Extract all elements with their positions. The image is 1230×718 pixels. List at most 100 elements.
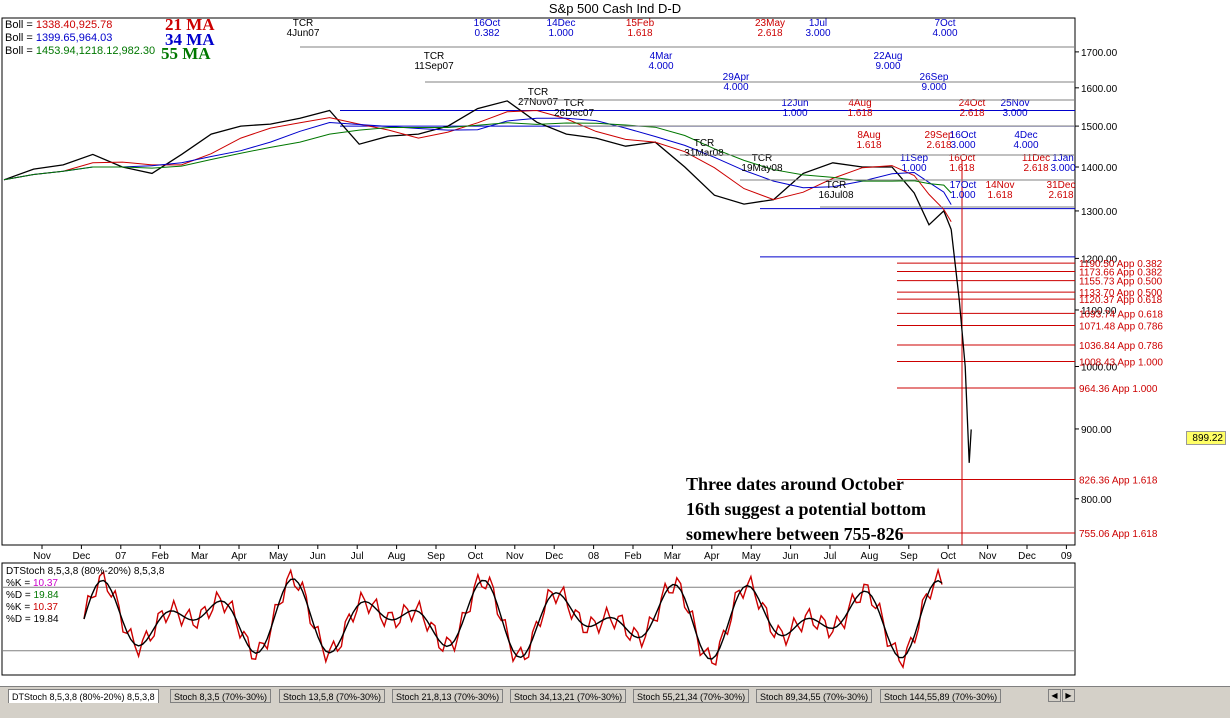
cycle-date-label: TCR bbox=[528, 87, 549, 98]
cycle-date-label: 23May bbox=[755, 18, 785, 29]
cycle-date-label: 31Dec bbox=[1047, 180, 1076, 191]
x-tick-label: Jun bbox=[783, 551, 799, 562]
cycle-date-label: 16Oct bbox=[949, 153, 976, 164]
y-tick-label: 1300.00 bbox=[1081, 207, 1118, 218]
level-label: 1008.43 App 1.000 bbox=[1079, 358, 1163, 369]
boll-legend-row-34: Boll = 1399.65,964.03 bbox=[5, 32, 113, 44]
x-tick-label: 09 bbox=[1061, 551, 1073, 562]
cycle-ratio-label: 4.000 bbox=[932, 28, 957, 39]
cycle-ratio-label: 2.618 bbox=[757, 28, 782, 39]
ma-label-55: 55 MA bbox=[161, 44, 211, 63]
cycle-ratio-label: 1.000 bbox=[901, 163, 926, 174]
stoch-legend-k2: %K = 10.37 bbox=[6, 602, 58, 613]
tab-dtstoch[interactable]: DTStoch 8,5,3,8 (80%-20%) 8,5,3,8 bbox=[8, 689, 159, 703]
x-tick-label: Oct bbox=[468, 551, 484, 562]
cycle-date-label: 16Oct bbox=[950, 130, 977, 141]
cycle-date-label: TCR bbox=[752, 153, 773, 164]
level-label: 1093.74 App 0.618 bbox=[1079, 309, 1163, 320]
level-label: 1120.37 App 0.618 bbox=[1079, 295, 1163, 306]
tab-stoch-89-34-55[interactable]: Stoch 89,34,55 (70%-30%) bbox=[756, 689, 873, 703]
cycle-date-label: 4Aug bbox=[848, 98, 871, 109]
cycle-ratio-label: 16Jul08 bbox=[818, 190, 853, 201]
boll-legend-row-21: Boll = 1338.40,925.78 bbox=[5, 19, 113, 31]
chart-title: S&p 500 Cash Ind D-D bbox=[548, 1, 682, 16]
x-tick-label: Nov bbox=[33, 551, 51, 562]
cycle-ratio-label: 4.000 bbox=[723, 82, 748, 93]
x-tick-label: Sep bbox=[427, 551, 445, 562]
x-tick-label: Oct bbox=[940, 551, 956, 562]
cycle-ratio-label: 3.000 bbox=[950, 140, 975, 151]
tab-scroll-left-button[interactable]: ◀ bbox=[1048, 689, 1061, 702]
cycle-date-label: TCR bbox=[293, 18, 314, 29]
cycle-date-label: 7Oct bbox=[934, 18, 955, 29]
tab-stoch-8-3-5[interactable]: Stoch 8,3,5 (70%-30%) bbox=[170, 689, 272, 703]
cycle-date-label: TCR bbox=[694, 138, 715, 149]
tab-stoch-55-21-34[interactable]: Stoch 55,21,34 (70%-30%) bbox=[633, 689, 750, 703]
cycle-date-label: 4Dec bbox=[1014, 130, 1037, 141]
level-label: 1155.73 App 0.500 bbox=[1079, 277, 1163, 288]
x-tick-label: Dec bbox=[1018, 551, 1036, 562]
ma-21-line bbox=[3, 109, 952, 222]
ma-label-21: 21 MA bbox=[165, 15, 215, 34]
level-label: 826.36 App 1.618 bbox=[1079, 476, 1158, 487]
y-tick-label: 900.00 bbox=[1081, 425, 1112, 436]
stoch-legend-k1: %K = 10.37 bbox=[6, 578, 58, 589]
y-tick-label: 1600.00 bbox=[1081, 84, 1118, 95]
x-tick-label: Jul bbox=[351, 551, 364, 562]
y-tick-label: 1700.00 bbox=[1081, 48, 1118, 59]
cycle-ratio-label: 1.618 bbox=[949, 163, 974, 174]
cycle-date-label: TCR bbox=[564, 98, 585, 109]
tab-stoch-144-55-89[interactable]: Stoch 144,55,89 (70%-30%) bbox=[880, 689, 1002, 703]
x-tick-label: Apr bbox=[231, 551, 247, 562]
x-tick-label: May bbox=[269, 551, 288, 562]
y-tick-label: 1200.00 bbox=[1081, 254, 1118, 265]
cycle-ratio-label: 19May08 bbox=[741, 163, 783, 174]
tab-stoch-13-5-8[interactable]: Stoch 13,5,8 (70%-30%) bbox=[279, 689, 386, 703]
cycle-date-label: 25Nov bbox=[1001, 98, 1030, 109]
tab-stoch-34-13-21[interactable]: Stoch 34,13,21 (70%-30%) bbox=[510, 689, 627, 703]
cycle-ratio-label: 0.382 bbox=[474, 28, 499, 39]
cycle-date-label: 14Dec bbox=[547, 18, 576, 29]
tab-stoch-21-8-13[interactable]: Stoch 21,8,13 (70%-30%) bbox=[392, 689, 504, 703]
cycle-date-label: TCR bbox=[424, 51, 445, 62]
tab-scroll-right-button[interactable]: ▶ bbox=[1062, 689, 1075, 702]
cycle-date-label: 24Oct bbox=[959, 98, 986, 109]
cycle-ratio-label: 3.000 bbox=[1002, 108, 1027, 119]
cycle-ratio-label: 2.618 bbox=[1048, 190, 1073, 201]
cycle-date-label: TCR bbox=[826, 180, 847, 191]
ma-55-line bbox=[3, 122, 952, 194]
x-tick-label: Mar bbox=[191, 551, 209, 562]
cycle-ratio-label: 1.000 bbox=[548, 28, 573, 39]
indicator-tab-bar: DTStoch 8,5,3,8 (80%-20%) 8,5,3,8 Stoch … bbox=[0, 686, 1230, 718]
cycle-ratio-label: 26Dec07 bbox=[554, 108, 594, 119]
cycle-ratio-label: 31Mar08 bbox=[684, 148, 724, 159]
cycle-ratio-label: 4.000 bbox=[1013, 140, 1038, 151]
x-tick-label: Sep bbox=[900, 551, 918, 562]
x-tick-label: Dec bbox=[545, 551, 563, 562]
x-tick-label: Jun bbox=[310, 551, 326, 562]
x-tick-label: Feb bbox=[152, 551, 170, 562]
stoch-legend-d2: %D = 19.84 bbox=[6, 614, 59, 625]
cycle-date-label: 11Dec bbox=[1022, 153, 1050, 164]
cycle-date-label: 1Jul bbox=[809, 18, 827, 29]
x-tick-label: Aug bbox=[388, 551, 406, 562]
y-tick-label: 1000.00 bbox=[1081, 362, 1118, 373]
cycle-ratio-label: 4.000 bbox=[648, 61, 673, 72]
x-tick-label: Feb bbox=[624, 551, 642, 562]
x-tick-label: Mar bbox=[664, 551, 682, 562]
cycle-ratio-label: 1.000 bbox=[950, 190, 975, 201]
cycle-date-label: 15Feb bbox=[626, 18, 655, 29]
cycle-date-label: 8Aug bbox=[857, 130, 880, 141]
stoch-legend-title: DTStoch 8,5,3,8 (80%-20%) 8,5,3,8 bbox=[6, 566, 165, 577]
level-label: 964.36 App 1.000 bbox=[1079, 384, 1158, 395]
stoch-k-line bbox=[83, 567, 943, 670]
x-tick-label: Nov bbox=[979, 551, 997, 562]
cycle-ratio-label: 1.618 bbox=[627, 28, 652, 39]
stoch-d-line bbox=[83, 578, 943, 660]
level-label: 1190.50 App 0.382 bbox=[1079, 259, 1163, 270]
cycle-ratio-label: 9.000 bbox=[875, 61, 900, 72]
cycle-ratio-label: 1.618 bbox=[987, 190, 1012, 201]
annotation-note: Three dates around October 16th suggest … bbox=[686, 474, 927, 544]
cycle-date-label: 29Apr bbox=[723, 72, 750, 83]
